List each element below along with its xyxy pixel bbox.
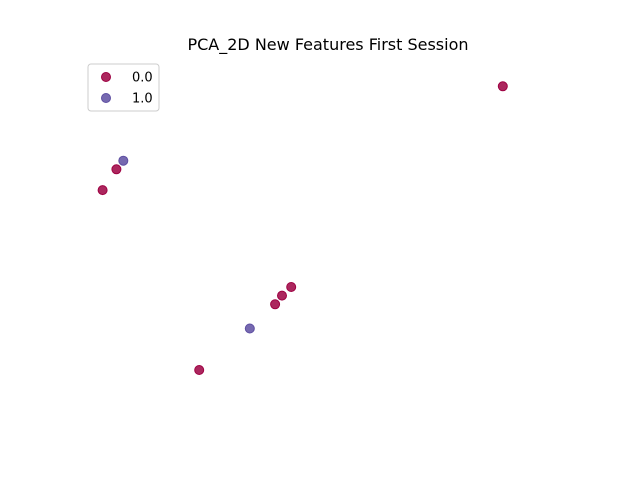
scatter-point-series-0-1: [111, 164, 122, 175]
scatter-point-series-0-6: [194, 365, 205, 375]
scatter-point-series-1-0: [118, 155, 129, 166]
legend: 0.01.0: [87, 63, 160, 112]
scatter-point-series-0-4: [277, 290, 287, 301]
scatter-point-series-0-3: [286, 282, 297, 292]
scatter-point-series-0-5: [270, 299, 281, 310]
legend-marker-1: [101, 93, 111, 103]
scatter-points: [97, 81, 508, 375]
legend-label-1: 1.0: [132, 92, 153, 107]
legend-marker-0: [101, 72, 111, 82]
scatter-point-series-0-2: [97, 185, 108, 196]
chart-title: PCA_2D New Features First Session: [187, 35, 468, 55]
scatter-point-series-0-0: [497, 81, 508, 92]
legend-label-0: 0.0: [132, 71, 153, 86]
scatter-point-series-1-1: [244, 323, 255, 334]
